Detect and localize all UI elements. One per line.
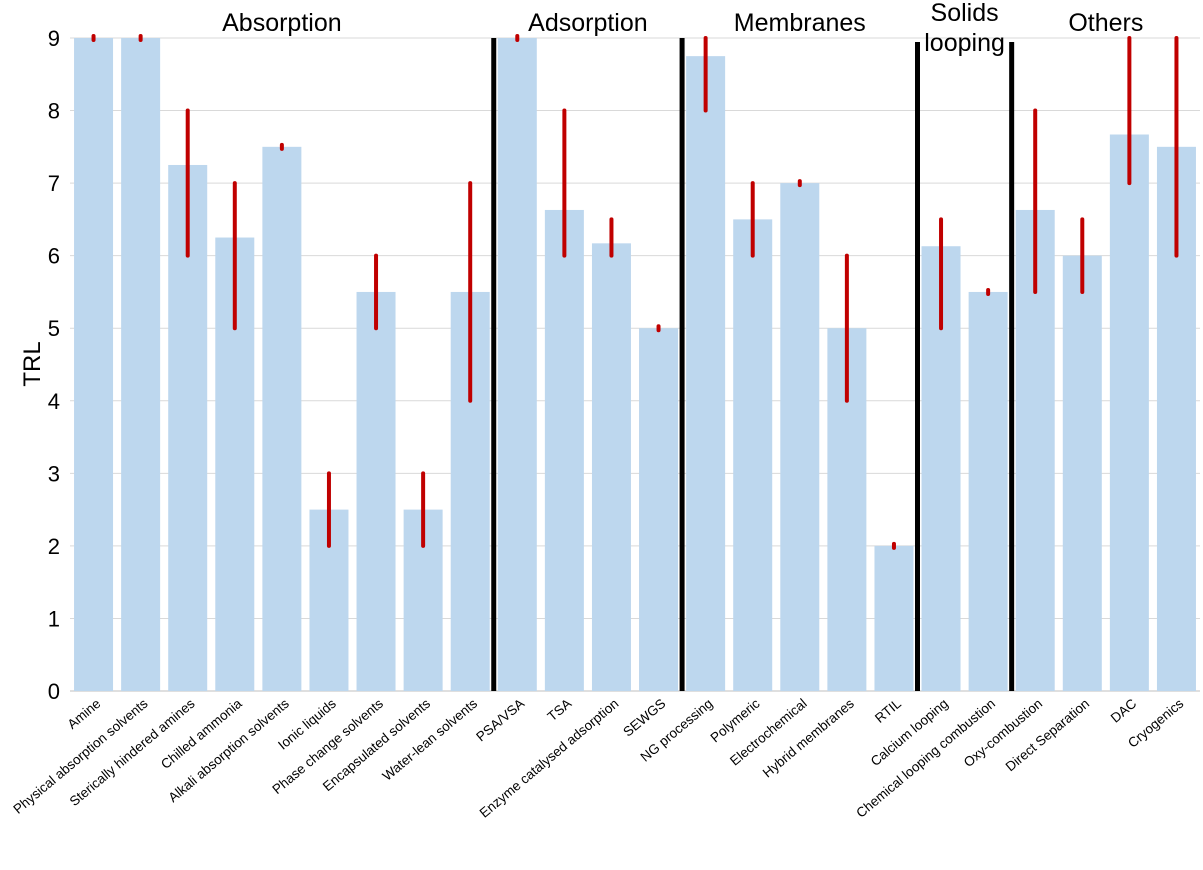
bar xyxy=(591,243,631,692)
bar xyxy=(497,38,537,691)
bar xyxy=(780,183,820,691)
bar xyxy=(356,291,396,691)
group-label: Others xyxy=(1068,9,1143,37)
bars xyxy=(74,38,1196,692)
x-tick-label: Direct Separation xyxy=(1003,696,1093,775)
x-tick-label: DAC xyxy=(1108,696,1140,726)
group-label: Membranes xyxy=(734,9,866,37)
bar xyxy=(1062,255,1102,691)
x-tick-label: Chilled ammonia xyxy=(158,695,245,771)
group-label: Adsorption xyxy=(528,9,648,37)
y-tick-label: 8 xyxy=(48,99,60,124)
x-tick-label: RTIL xyxy=(872,695,904,725)
gridlines xyxy=(70,37,1200,692)
y-axis-label: TRL xyxy=(19,341,46,386)
bar xyxy=(1109,134,1149,691)
group-labels: Absorption Adsorption Membranes Solids loopi… xyxy=(222,0,1143,57)
y-tick-label: 5 xyxy=(48,316,60,341)
y-tick-label: 2 xyxy=(48,534,60,559)
bar xyxy=(968,291,1008,691)
y-tick-label: 3 xyxy=(48,461,60,486)
x-tick-label: Amine xyxy=(65,696,104,732)
group-label: Solids looping xyxy=(924,0,1005,57)
bar xyxy=(686,56,726,691)
bar xyxy=(121,38,161,691)
y-tick-label: 4 xyxy=(48,389,60,414)
range-lines xyxy=(91,34,1179,550)
y-axis-ticks: 0 1 2 3 4 5 6 7 8 9 xyxy=(48,26,60,704)
bar xyxy=(874,545,914,691)
x-tick-label: PSA/VSA xyxy=(473,696,527,745)
bar xyxy=(74,38,114,691)
y-tick-label: 7 xyxy=(48,171,60,196)
y-tick-label: 9 xyxy=(48,26,60,51)
y-tick-label: 6 xyxy=(48,244,60,269)
y-tick-label: 1 xyxy=(48,606,60,631)
x-tick-label: Oxy-combustion xyxy=(961,696,1045,770)
bar xyxy=(262,146,302,692)
x-tick-label: TSA xyxy=(545,696,575,724)
bar xyxy=(544,209,584,691)
y-tick-label: 0 xyxy=(48,679,60,704)
bar xyxy=(733,219,773,691)
bar xyxy=(639,328,679,691)
group-dividers xyxy=(491,38,1015,691)
group-label: Absorption xyxy=(222,9,342,37)
